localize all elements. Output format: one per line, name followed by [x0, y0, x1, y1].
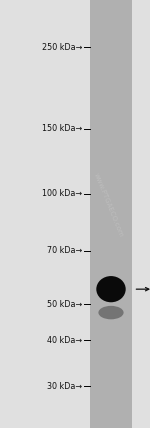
Bar: [90, 0, 132, 428]
Text: 150 kDa→: 150 kDa→: [42, 125, 82, 134]
Text: 250 kDa→: 250 kDa→: [42, 43, 82, 52]
Text: 40 kDa→: 40 kDa→: [47, 336, 82, 345]
Text: www.PTGAECO.com: www.PTGAECO.com: [92, 172, 124, 238]
Text: 30 kDa→: 30 kDa→: [47, 381, 82, 390]
Text: 50 kDa→: 50 kDa→: [47, 300, 82, 309]
Ellipse shape: [98, 306, 124, 319]
Text: 100 kDa→: 100 kDa→: [42, 189, 82, 198]
Text: 70 kDa→: 70 kDa→: [47, 246, 82, 255]
Ellipse shape: [96, 276, 126, 302]
